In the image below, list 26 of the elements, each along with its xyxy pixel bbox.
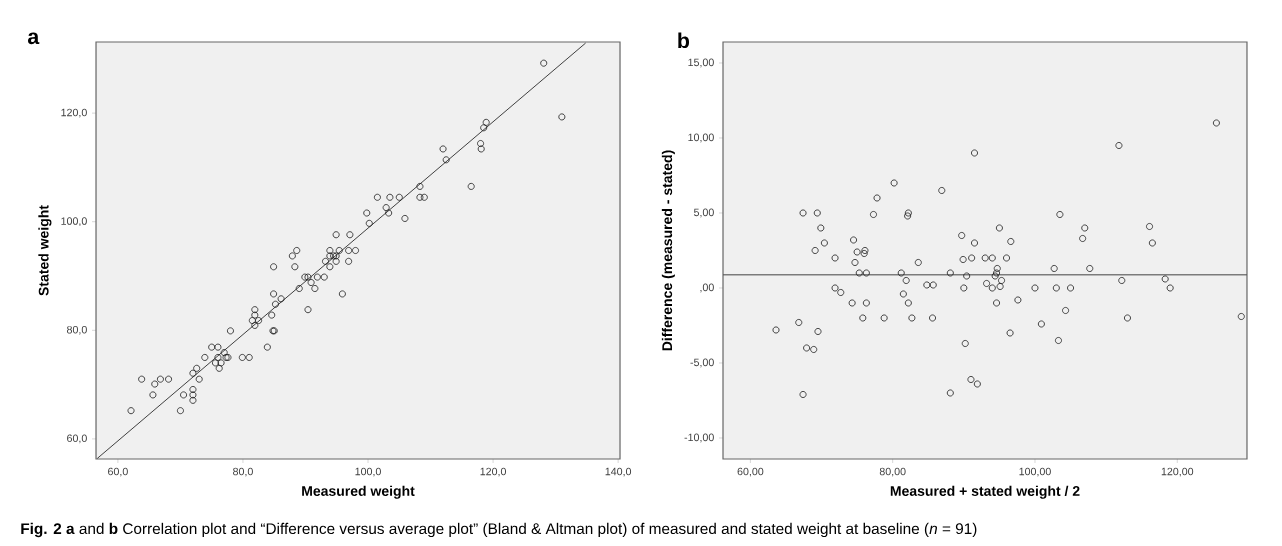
y-tick-label: 15,00	[688, 58, 714, 68]
y-axis-title: Difference (measured - stated)	[661, 150, 675, 351]
chart-title: a	[27, 32, 40, 45]
x-tick-label: 120,0	[480, 467, 507, 477]
text: Fig. 2 a and b Correlation plot and “Difference versus average plot” (Bland & Altman plot) of measured and stated weight at baseline (n = 91)	[21, 522, 977, 538]
x-tick-label: 80,00	[879, 467, 906, 477]
x-axis-title: Measured + stated weight / 2	[890, 485, 1080, 499]
x-tick-label: 80,0	[233, 467, 253, 477]
chart-title: b	[678, 32, 690, 49]
y-tick-label: -5,00	[690, 358, 714, 368]
y-tick-label: ,00	[700, 283, 714, 293]
x-tick-label: 140,0	[605, 467, 632, 477]
y-tick-label: 120,0	[61, 108, 87, 118]
y-tick-label: 80,0	[67, 325, 87, 335]
x-tick-label: 120,00	[1161, 467, 1194, 477]
y-tick-label: 5,00	[693, 208, 714, 218]
y-axis-title: Stated weight	[38, 205, 52, 296]
y-tick-label: 60,0	[67, 434, 87, 444]
x-tick-label: 60,0	[108, 467, 128, 477]
x-tick-label: 100,0	[355, 467, 381, 477]
x-tick-label: 100,00	[1019, 467, 1051, 477]
x-axis-title: Measured weight	[302, 485, 415, 499]
y-tick-label: 10,00	[688, 133, 714, 143]
y-tick-label: 100,0	[61, 217, 87, 227]
y-tick-label: -10,00	[684, 433, 714, 443]
x-tick-label: 60,00	[737, 467, 764, 477]
